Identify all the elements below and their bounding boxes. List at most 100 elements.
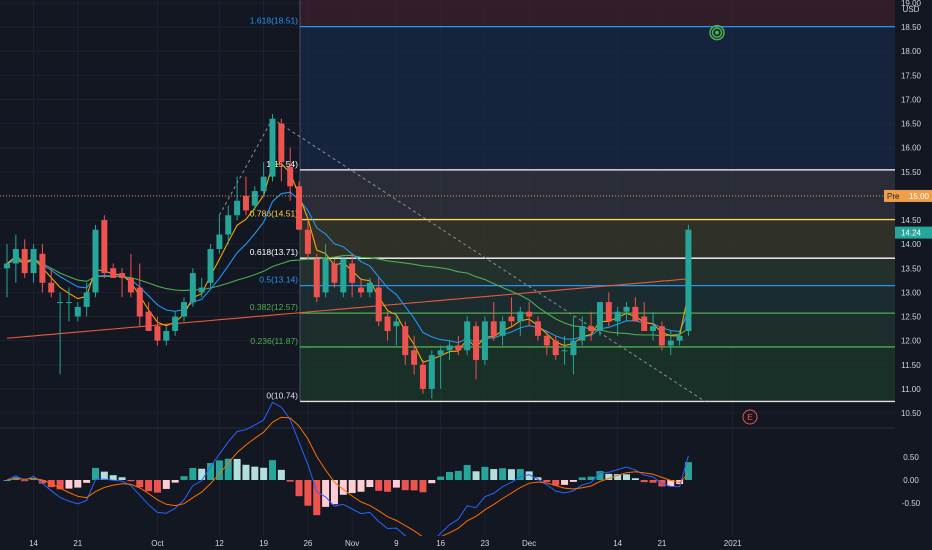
candle bbox=[402, 326, 409, 356]
time-tick-label: 2021 bbox=[724, 539, 742, 548]
candle bbox=[172, 316, 179, 331]
macd-histogram-bar bbox=[631, 478, 639, 480]
macd-histogram-bar bbox=[162, 480, 170, 489]
macd-histogram-bar bbox=[109, 475, 117, 480]
candle bbox=[588, 326, 595, 331]
time-tick-label: Dec bbox=[522, 539, 536, 548]
candle bbox=[437, 350, 444, 356]
macd-histogram-bar bbox=[384, 480, 392, 492]
macd-histogram-bar bbox=[543, 480, 551, 482]
macd-histogram-bar bbox=[180, 476, 188, 480]
candle bbox=[74, 306, 81, 317]
candle bbox=[658, 326, 665, 346]
candle bbox=[579, 326, 586, 341]
macd-histogram-bar bbox=[561, 480, 569, 485]
macd-histogram-bar bbox=[171, 480, 179, 483]
macd-histogram-bar bbox=[605, 473, 613, 480]
macd-histogram-bar bbox=[286, 480, 294, 482]
candles[interactable] bbox=[4, 113, 692, 399]
candle bbox=[278, 123, 285, 163]
fib-zone bbox=[300, 346, 895, 402]
macd-histogram-bar bbox=[499, 468, 507, 480]
macd-histogram-bar bbox=[516, 469, 524, 480]
candle bbox=[535, 321, 541, 336]
macd-histogram-bar bbox=[304, 480, 312, 506]
price-tick-label: 12.50 bbox=[901, 313, 922, 322]
time-axis[interactable]: 14 21 Oct 12 19 26 Nov 9 16 23 Dec 14 21 2021 bbox=[0, 536, 932, 550]
macd-histogram-bar bbox=[198, 468, 206, 480]
target-icon bbox=[715, 30, 719, 35]
price-tick-label: 16.50 bbox=[901, 120, 922, 129]
candle bbox=[21, 249, 28, 274]
fib-zone bbox=[300, 258, 895, 286]
candle bbox=[384, 316, 391, 331]
price-tick-label: 13.00 bbox=[901, 288, 922, 297]
price-tick-label: 10.50 bbox=[901, 409, 922, 418]
macd-histogram-bar bbox=[401, 480, 409, 491]
candle bbox=[242, 195, 249, 211]
macd-histogram-bar bbox=[224, 458, 232, 480]
earnings-marker: E bbox=[747, 412, 753, 422]
macd-histogram-bar bbox=[667, 480, 675, 487]
time-tick-label: Oct bbox=[151, 539, 164, 548]
fib-zone bbox=[300, 169, 895, 220]
candle bbox=[375, 287, 382, 322]
macd-histogram-bar bbox=[419, 480, 427, 493]
macd-histogram-bar bbox=[127, 480, 135, 482]
candle bbox=[331, 263, 338, 283]
macd-histogram-bar bbox=[366, 480, 374, 488]
candle bbox=[605, 302, 612, 322]
macd-histogram-bar bbox=[339, 480, 347, 495]
price-tick-label: 17.00 bbox=[901, 95, 922, 104]
price-tick-label: 14.50 bbox=[901, 216, 922, 225]
macd-histogram-bar bbox=[65, 480, 73, 489]
fib-zone bbox=[300, 219, 895, 259]
axis-background bbox=[895, 0, 932, 550]
time-tick-label: 9 bbox=[394, 539, 399, 548]
candle bbox=[526, 311, 533, 317]
macd-histogram-bar bbox=[313, 480, 321, 516]
macd-histogram-bar bbox=[446, 471, 453, 480]
macd-histogram-bar bbox=[472, 471, 480, 480]
candle bbox=[561, 350, 568, 352]
macd-histogram-bar bbox=[463, 465, 471, 480]
macd-histogram-bar bbox=[578, 477, 586, 480]
time-tick-label: Nov bbox=[345, 539, 359, 548]
fib-retracement[interactable]: 0(10.74) 0.236(11.87) 0.382(12.57) 0.5(13.1… bbox=[218, 0, 895, 403]
macd-histogram-bar bbox=[3, 480, 11, 481]
price-tag bbox=[895, 226, 932, 239]
candle bbox=[499, 321, 506, 336]
macd-histogram-bar bbox=[92, 467, 99, 480]
candle bbox=[83, 292, 90, 307]
candle bbox=[650, 326, 657, 331]
chart-markers[interactable]: E bbox=[709, 24, 758, 425]
macd-histogram-bar bbox=[56, 480, 64, 490]
candle bbox=[428, 355, 435, 389]
macd-histogram-bar bbox=[507, 469, 515, 480]
target-icon bbox=[709, 24, 725, 41]
candle bbox=[154, 326, 161, 341]
price-tick-label: 11.00 bbox=[901, 385, 921, 394]
currency-label: USD bbox=[903, 5, 920, 14]
candle bbox=[322, 258, 329, 293]
macd-histogram-bar bbox=[348, 480, 356, 494]
macd-tick-label: 0.00 bbox=[903, 476, 919, 485]
candle bbox=[340, 258, 347, 293]
candle bbox=[313, 258, 320, 298]
macd-histogram-bar bbox=[525, 471, 533, 480]
candle bbox=[110, 268, 117, 278]
macd-histogram-bar bbox=[277, 469, 285, 480]
candle bbox=[517, 311, 524, 322]
fib-level-label: 1.618(18.51) bbox=[250, 16, 298, 26]
candle bbox=[30, 249, 37, 274]
fib-level-label: 1(15.54) bbox=[266, 159, 298, 169]
candle bbox=[216, 234, 223, 249]
candle bbox=[39, 253, 46, 283]
macd-histogram-bar bbox=[649, 480, 657, 483]
price-tick-label: 15.50 bbox=[901, 168, 922, 177]
candle bbox=[269, 118, 276, 177]
candle bbox=[473, 326, 480, 360]
macd-histogram-bar bbox=[83, 480, 91, 483]
